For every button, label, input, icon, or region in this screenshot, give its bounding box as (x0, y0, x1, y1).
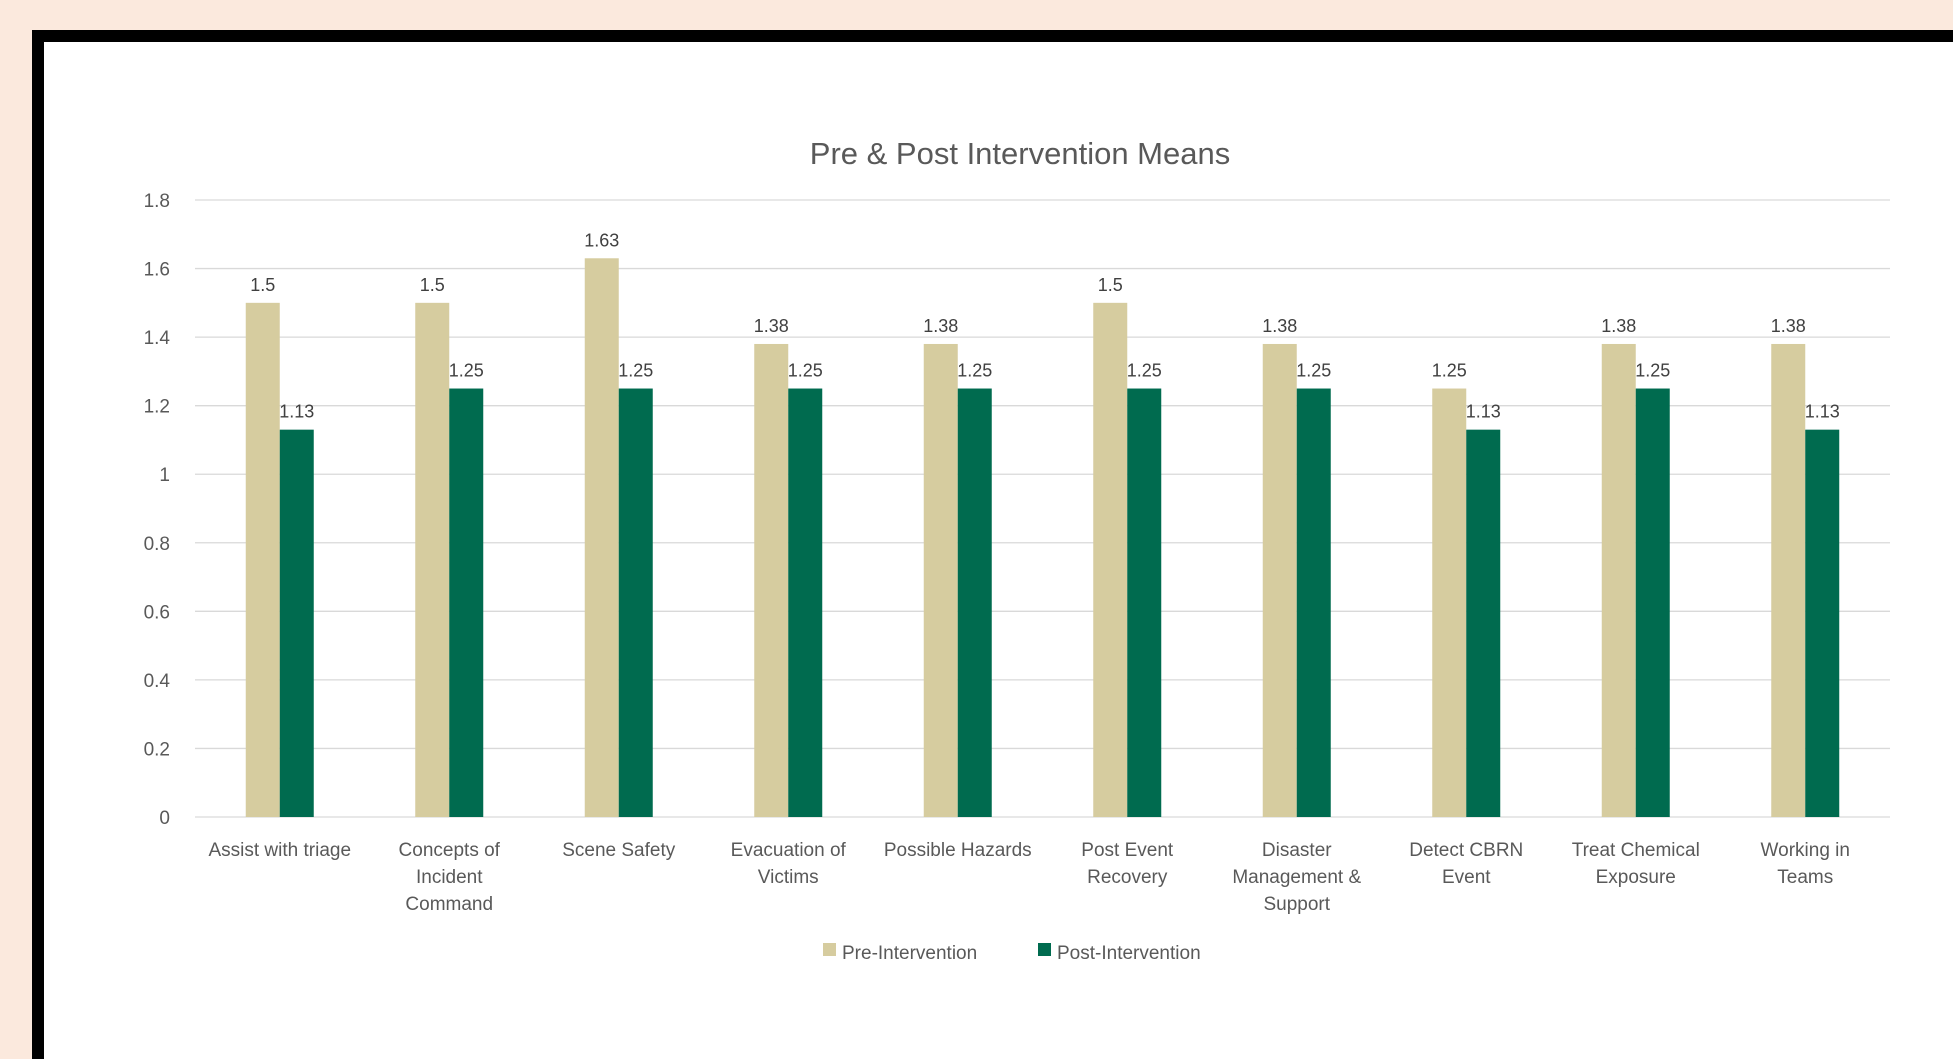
bar-post-intervention (1805, 429, 1840, 817)
data-label: 1.25 (1635, 361, 1670, 381)
chart-title: Pre & Post Intervention Means (810, 136, 1230, 171)
data-label: 1.25 (618, 361, 653, 381)
bar-post-intervention (788, 388, 823, 817)
x-category-label: Assist with triage (208, 840, 351, 861)
y-tick-label: 0.4 (144, 671, 171, 692)
data-label: 1.38 (923, 316, 958, 336)
y-tick-label: 0.8 (144, 534, 170, 555)
y-tick-label: 1.2 (144, 397, 170, 418)
x-category-label: Exposure (1596, 867, 1676, 888)
bar-post-intervention (957, 388, 992, 817)
bar-pre-intervention (923, 343, 958, 817)
y-tick-label: 1 (159, 465, 170, 486)
x-category-label: Management & (1232, 867, 1361, 888)
bar-post-intervention (618, 388, 653, 817)
bars (245, 258, 1840, 817)
data-label: 1.25 (1296, 361, 1331, 381)
x-category-label: Recovery (1087, 867, 1168, 888)
data-labels: 1.5 1.13 1.5 1.25 1.63 1.25 1.38 1.25 1.38 1.25 1.… (250, 230, 1840, 421)
data-label: 1.25 (788, 361, 823, 381)
data-label: 1.25 (1127, 361, 1162, 381)
y-tick-label: 0.6 (144, 602, 170, 623)
y-tick-label: 1.6 (144, 260, 170, 281)
y-tick-label: 0.2 (144, 739, 170, 760)
data-label: 1.63 (584, 230, 619, 250)
bar-pre-intervention (584, 258, 619, 817)
y-axis-ticks: 0 0.2 0.4 0.6 0.8 1 1.2 1.4 1.6 1.8 (144, 191, 171, 829)
x-category-label: Scene Safety (562, 840, 676, 861)
bar-post-intervention (1635, 388, 1670, 817)
bar-post-intervention (1296, 388, 1331, 817)
bar-post-intervention (279, 429, 314, 817)
data-label: 1.25 (449, 361, 484, 381)
x-category-label: Post Event (1081, 840, 1174, 861)
legend: Pre-Intervention Post-Intervention (823, 943, 1201, 964)
bar-pre-intervention (1432, 388, 1467, 817)
data-label: 1.13 (279, 402, 314, 422)
data-label: 1.25 (957, 361, 992, 381)
x-category-label: Working in (1761, 840, 1850, 861)
x-category-label: Evacuation of (731, 840, 847, 861)
bar-pre-intervention (754, 343, 789, 817)
bar-pre-intervention (1601, 343, 1636, 817)
legend-swatch-pre (823, 943, 836, 956)
data-label: 1.5 (420, 275, 445, 295)
data-label: 1.38 (1601, 316, 1636, 336)
data-label: 1.5 (1098, 275, 1123, 295)
y-tick-label: 0 (159, 808, 170, 829)
x-category-label: Event (1442, 867, 1491, 888)
data-label: 1.38 (1771, 316, 1806, 336)
data-label: 1.38 (1262, 316, 1297, 336)
legend-label-pre: Pre-Intervention (842, 943, 977, 964)
x-category-label: Teams (1777, 867, 1833, 888)
bar-pre-intervention (1093, 302, 1128, 817)
x-category-label: Detect CBRN (1409, 840, 1523, 861)
bar-pre-intervention (1262, 343, 1297, 817)
x-category-label: Concepts of (399, 840, 501, 861)
bar-post-intervention (1466, 429, 1501, 817)
data-label: 1.13 (1466, 402, 1501, 422)
data-label: 1.13 (1805, 402, 1840, 422)
bar-pre-intervention (1771, 343, 1806, 817)
x-category-label: Command (405, 894, 493, 915)
bar-post-intervention (449, 388, 484, 817)
x-category-label: Possible Hazards (884, 840, 1032, 861)
x-category-label: Incident (416, 867, 483, 888)
x-category-label: Victims (758, 867, 819, 888)
data-label: 1.25 (1432, 361, 1467, 381)
data-label: 1.38 (754, 316, 789, 336)
x-category-label: Treat Chemical (1572, 840, 1700, 861)
bar-pre-intervention (245, 302, 280, 817)
bar-post-intervention (1127, 388, 1162, 817)
data-label: 1.5 (250, 275, 275, 295)
x-category-label: Support (1263, 894, 1330, 915)
x-axis-categories: Assist with triage Concepts of Incident Com… (208, 840, 1849, 915)
bar-pre-intervention (415, 302, 450, 817)
y-tick-label: 1.8 (144, 191, 170, 212)
legend-swatch-post (1038, 943, 1051, 956)
legend-label-post: Post-Intervention (1057, 943, 1201, 964)
x-category-label: Disaster (1262, 840, 1332, 861)
y-tick-label: 1.4 (144, 328, 171, 349)
